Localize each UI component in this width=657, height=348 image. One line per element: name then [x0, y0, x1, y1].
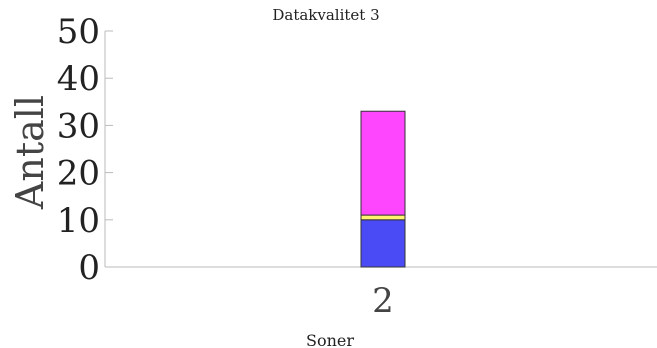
bar-segment-1	[360, 219, 406, 268]
y-tick-label: 30	[57, 106, 100, 146]
x-axis-label: Soner	[306, 331, 354, 348]
bar-segment-3	[360, 110, 406, 216]
y-tick-label: 50	[57, 12, 100, 52]
x-tick-label: 2	[372, 281, 394, 321]
y-tick-label: 10	[57, 201, 100, 241]
y-tick-label: 0	[78, 248, 100, 288]
chart-title: Datakvalitet 3	[272, 6, 379, 24]
y-tick-label: 20	[57, 154, 100, 194]
y-ticks: 0 10 20 30 40 50	[57, 12, 113, 288]
bars	[360, 110, 406, 268]
y-axis-label: Antall	[8, 95, 52, 210]
y-tick-label: 40	[57, 59, 100, 99]
bar-segment-2	[360, 214, 406, 221]
x-ticks: 2	[372, 281, 394, 321]
